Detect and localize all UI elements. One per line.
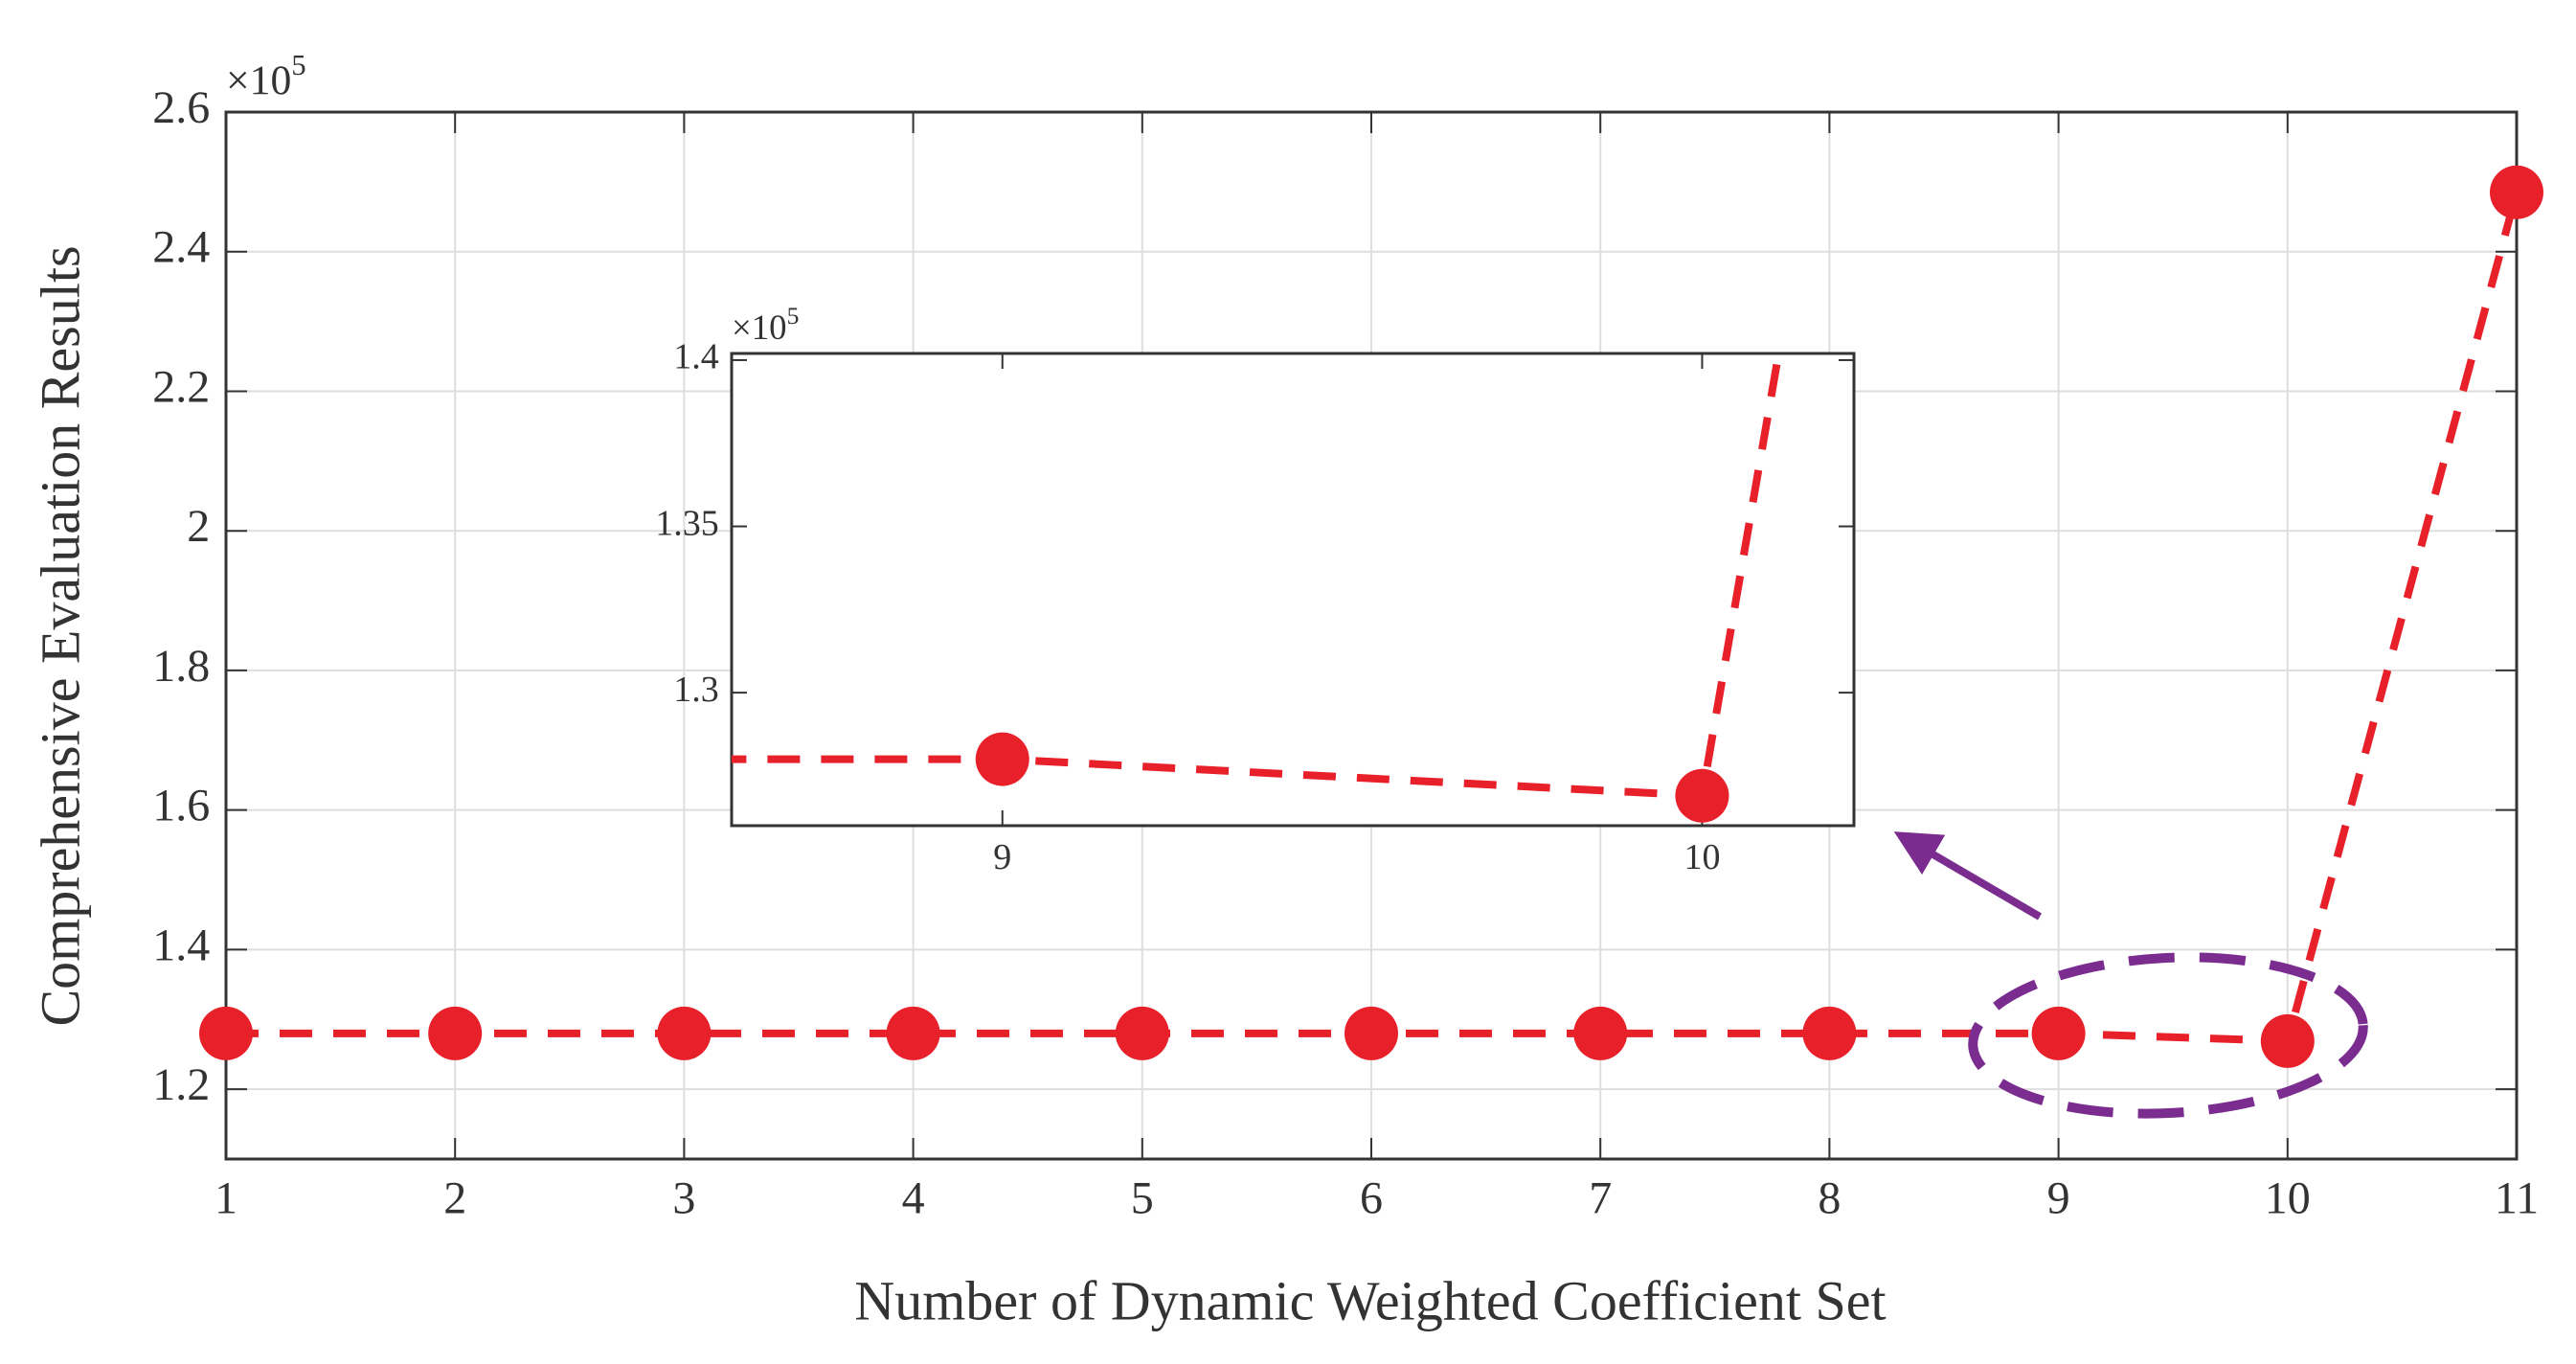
zoom-arrow [1893,831,2043,921]
y-tick-label: 2.6 [152,82,210,133]
x-tick-label: 8 [1818,1173,1841,1224]
marker [657,1006,712,1060]
multiplier-base: ×10 [732,308,787,348]
marker [975,732,1029,786]
marker [2031,1006,2086,1060]
x-tick-label: 3 [672,1173,695,1224]
multiplier-power: 5 [291,49,305,81]
plot-area [732,353,1854,826]
marker [2260,1013,2315,1068]
x-tick-label: 10 [2265,1173,2311,1224]
y-multiplier: ×105 [732,302,799,348]
x-tick-label: 11 [2495,1173,2539,1224]
x-axis-label: Number of Dynamic Weighted Coefficient S… [854,1269,1886,1331]
main-plot: 1 2 3 4 5 6 7 8 9 10 111.21.41.61.822.22.42.6×105 [152,49,2543,1224]
marker [2490,165,2543,219]
highlight-ellipse [1968,952,2368,1119]
x-tick-label: 2 [443,1173,466,1224]
marker [428,1006,483,1060]
x-tick-label: 7 [1589,1173,1612,1224]
marker [1344,1006,1398,1060]
x-tick-label: 9 [993,837,1011,877]
axes-frame [730,352,1856,828]
inset-plot: 9 10 1.3 1.35 1.4 ×105 [655,302,1856,877]
marker [1573,1006,1628,1060]
x-tick-label: 5 [1131,1173,1154,1224]
marker [1675,768,1729,823]
x-tick-label: 6 [1360,1173,1383,1224]
x-tick-label: 9 [2047,1173,2070,1224]
y-axis-label: Comprehensive Evaluation Results [29,245,91,1026]
y-tick-label: 1.2 [152,1059,210,1110]
y-tick-label: 2.2 [152,361,210,412]
y-tick-label: 1.4 [152,920,210,970]
x-tick-label: 1 [215,1173,237,1224]
x-tick-label: 10 [1683,837,1720,877]
multiplier-base: ×10 [226,57,291,103]
marker [199,1006,253,1060]
y-tick-label: 1.4 [673,337,719,377]
y-tick-label: 2.4 [152,222,210,273]
x-tick-label: 4 [902,1173,925,1224]
multiplier-power: 5 [787,302,800,330]
y-tick-label: 1.3 [673,670,719,710]
axes-frame [224,110,2519,1161]
y-tick-label: 2 [187,501,210,552]
y-tick-label: 1.35 [655,503,719,543]
y-tick-label: 1.6 [152,781,210,831]
marker [886,1006,940,1060]
marker [1115,1006,1169,1060]
marker [1802,1006,1857,1060]
y-multiplier: ×105 [226,49,306,103]
y-tick-label: 1.8 [152,641,210,692]
